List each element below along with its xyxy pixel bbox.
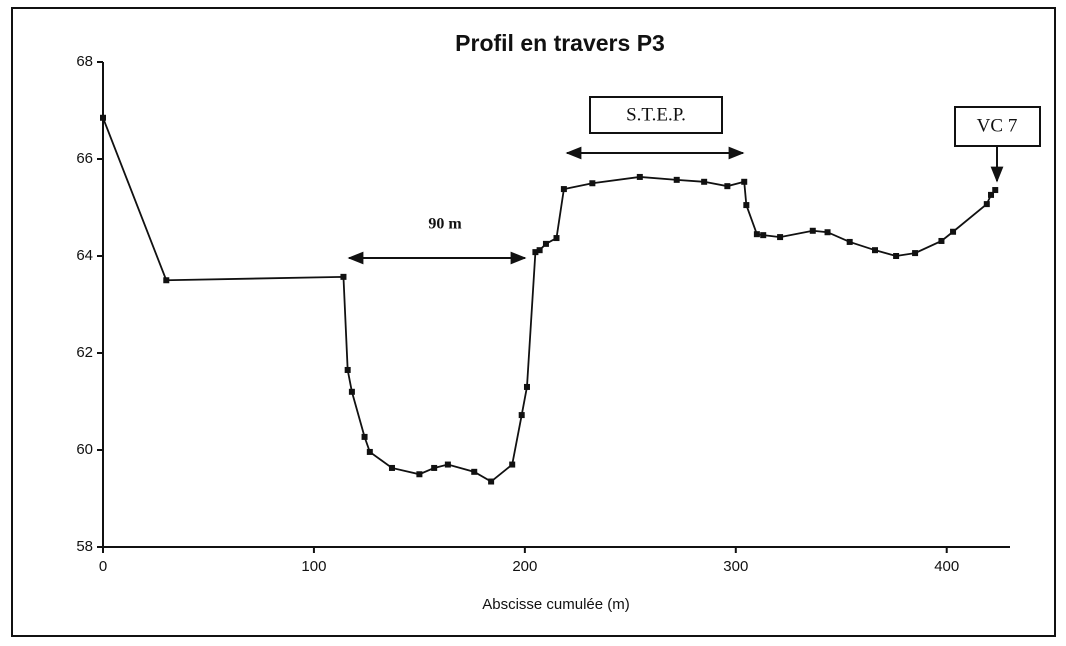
- point: [777, 234, 784, 241]
- point: [553, 235, 560, 242]
- annotation-box: [589, 96, 723, 134]
- point: [431, 464, 438, 471]
- point: [809, 227, 816, 234]
- point: [348, 388, 355, 395]
- point: [824, 229, 831, 236]
- x-tick-label: 200: [512, 558, 537, 575]
- annotation-text: 90 m: [428, 216, 462, 233]
- point: [938, 237, 945, 244]
- point: [701, 178, 708, 185]
- point: [509, 461, 516, 468]
- point: [340, 273, 347, 280]
- point: [532, 249, 539, 256]
- point: [753, 231, 760, 238]
- point: [518, 412, 525, 419]
- y-tick-label: 60: [76, 441, 93, 458]
- y-tick-label: 68: [76, 53, 93, 70]
- point: [488, 478, 495, 485]
- point: [950, 228, 957, 235]
- y-tick-label: 58: [76, 538, 93, 555]
- annotation-90m: 90 m: [347, 216, 527, 265]
- point: [542, 240, 549, 247]
- point: [983, 201, 990, 208]
- point: [163, 277, 170, 284]
- point: [471, 468, 478, 475]
- profile-line: [102, 117, 996, 483]
- point: [444, 461, 451, 468]
- point: [589, 180, 596, 187]
- annotation-text: VC 7: [977, 115, 1018, 136]
- annotation-box: [954, 106, 1041, 147]
- x-tick-label: 0: [99, 558, 107, 575]
- point: [344, 366, 351, 373]
- chart-title: Profil en travers P3: [455, 30, 665, 56]
- y-tick-label: 64: [76, 247, 93, 264]
- point: [872, 247, 879, 254]
- point: [912, 250, 919, 257]
- annotation-vc7: VC 7: [954, 106, 1041, 183]
- point: [760, 232, 767, 239]
- point: [992, 187, 999, 194]
- point: [523, 383, 530, 390]
- point: [893, 253, 900, 259]
- point: [988, 191, 995, 198]
- point: [846, 238, 853, 245]
- x-tick-label: 300: [723, 558, 748, 575]
- point: [416, 471, 423, 478]
- y-tick-label: 62: [76, 344, 93, 361]
- point: [366, 448, 373, 455]
- point: [388, 464, 395, 471]
- y-tick-label: 66: [76, 150, 93, 167]
- annotation-step: S.T.E.P.: [565, 96, 745, 160]
- point: [361, 433, 368, 440]
- point: [673, 176, 680, 183]
- annotation-text: S.T.E.P.: [626, 104, 686, 125]
- point: [741, 178, 748, 185]
- point: [724, 183, 731, 190]
- x-tick-label: 100: [301, 558, 326, 575]
- chart-frame: [11, 7, 1056, 637]
- point: [560, 186, 567, 193]
- point: [743, 202, 750, 209]
- point: [536, 247, 543, 254]
- point: [636, 173, 643, 180]
- point: [100, 114, 106, 121]
- x-axis-label: Abscisse cumulée (m): [482, 596, 630, 613]
- x-tick-label: 400: [934, 558, 959, 575]
